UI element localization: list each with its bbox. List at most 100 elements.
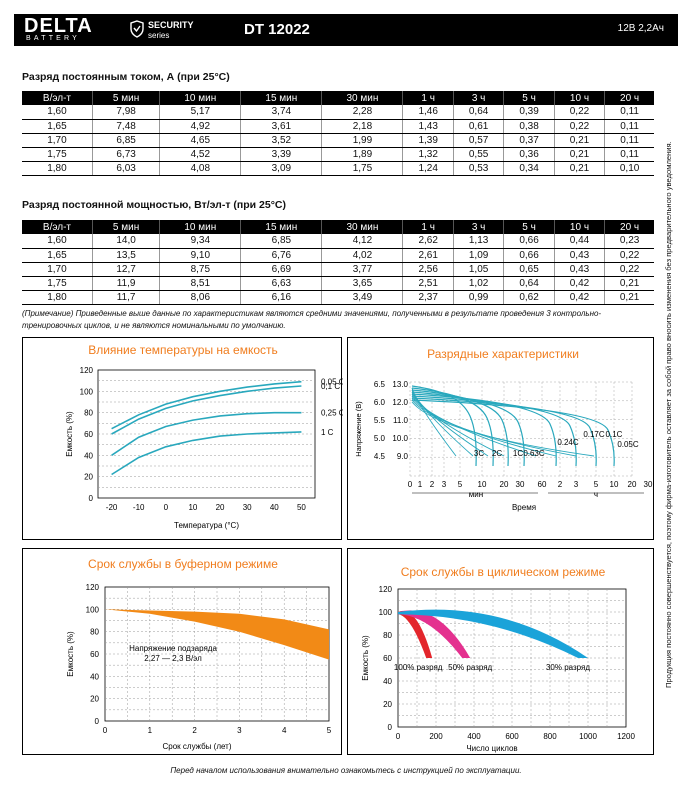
y-tick-label: 80 <box>84 409 93 418</box>
column-header: 15 мин <box>240 91 323 105</box>
y-tick-label: 0 <box>95 717 100 726</box>
battery-spec: 12В 2,2Ач <box>617 23 664 34</box>
table-cell: 0,66 <box>503 248 555 263</box>
column-header: 30 мин <box>321 91 404 105</box>
discharge-curve <box>411 399 577 457</box>
x-tick-label: 10 <box>610 480 619 489</box>
y-tick-label: 120 <box>80 366 94 375</box>
discharge-curve <box>411 391 525 467</box>
table-cell: 1,80 <box>22 161 93 176</box>
table-cell: 0,43 <box>554 262 606 277</box>
table-cell: 2,18 <box>321 119 404 134</box>
chart-discharge: Разрядные характеристики 6.5 6.0 5.5 5.0 4.5 1… <box>354 347 653 512</box>
chart-cycle-life: Срок службы в циклическом режиме 100% раз… <box>361 565 635 753</box>
x-tick-label: 3 <box>574 480 579 489</box>
chart-title: Срок службы в циклическом режиме <box>401 565 606 579</box>
table-cell: 4,08 <box>159 161 242 176</box>
x-tick-label: 20 <box>500 480 509 489</box>
table-cell: 0,21 <box>604 276 654 291</box>
y-tick-label: 120 <box>379 585 393 594</box>
annotation: 2,27 — 2,3 В/эл <box>144 654 202 663</box>
table-cell: 0,65 <box>503 262 555 277</box>
curve-label: 2C <box>492 449 502 458</box>
curve-label: 0.63C <box>523 449 545 458</box>
table-cell: 0,37 <box>503 133 555 148</box>
column-header: 10 мин <box>159 220 242 234</box>
table-cell: 4,65 <box>159 133 242 148</box>
column-header: 10 ч <box>554 91 606 105</box>
curve-label: 0.05C <box>617 440 639 449</box>
table-cell: 1,80 <box>22 290 93 305</box>
table-cell: 2,51 <box>402 276 454 291</box>
x-tick-label: 1000 <box>579 732 597 741</box>
table-cell: 0,11 <box>604 105 654 120</box>
table-cell: 2,62 <box>402 234 454 249</box>
chart-discharge-panel: Разрядные характеристики 6.5 6.0 5.5 5.0 4.5 1… <box>347 337 654 540</box>
x-tick-label: 2 <box>430 480 435 489</box>
table-cell: 7,48 <box>92 119 161 134</box>
x-tick-label: 1 <box>148 726 153 735</box>
unit-label-h: ч <box>594 490 598 499</box>
table-cell: 0,42 <box>554 290 606 305</box>
x-tick-label: 0 <box>164 503 169 512</box>
table-cell: 1,60 <box>22 105 93 120</box>
footer-note: Перед началом использования внимательно … <box>170 766 522 775</box>
table-cell: 1,39 <box>402 133 454 148</box>
table-cell: 2,37 <box>402 290 454 305</box>
y-tick-label: 120 <box>86 583 100 592</box>
x-tick-label: 5 <box>594 480 599 489</box>
y-axis-label: Емкость (%) <box>66 631 75 677</box>
table-cell: 1,60 <box>22 234 93 249</box>
table-cell: 0,23 <box>604 234 654 249</box>
table-cell: 0,21 <box>554 161 606 176</box>
y-tick-label: 6.0 <box>374 398 386 407</box>
table-cell: 1,65 <box>22 119 93 134</box>
series-label: 0,25 С <box>321 409 343 418</box>
table-cell: 3,74 <box>240 105 323 120</box>
series-line <box>111 431 302 476</box>
table-cell: 4,02 <box>321 248 404 263</box>
x-tick-label: 2 <box>558 480 563 489</box>
table-cell: 5,17 <box>159 105 242 120</box>
y-tick-label: 100 <box>86 605 100 614</box>
table-cell: 1,32 <box>402 147 454 162</box>
table-cell: 8,51 <box>159 276 242 291</box>
x-tick-label: 10 <box>188 503 197 512</box>
table-power-title: Разряд постоянной мощностью, Вт/эл-т (пр… <box>22 199 286 211</box>
x-tick-label: 5 <box>458 480 463 489</box>
table-cell: 1,02 <box>453 276 505 291</box>
table-cell: 0,11 <box>604 133 654 148</box>
curve-label: 0.24C <box>557 438 579 447</box>
table-cell: 0,53 <box>453 161 505 176</box>
discharge-curve <box>411 395 577 467</box>
curve-label: 0.1C <box>606 430 623 439</box>
x-tick-label: 10 <box>478 480 487 489</box>
y-axis-label: Емкость (%) <box>65 411 74 457</box>
x-tick-label: 800 <box>543 732 557 741</box>
series-label: 50% разряд <box>448 663 492 672</box>
table-cell: 6,69 <box>240 262 323 277</box>
column-header: В/эл-т <box>22 220 93 234</box>
table-cell: 9,10 <box>159 248 242 263</box>
table-cell: 0,22 <box>604 262 654 277</box>
x-axis-label: Срок службы (лет) <box>163 742 232 751</box>
table-cell: 0,99 <box>453 290 505 305</box>
table-cell: 1,75 <box>22 147 93 162</box>
y-tick-label: 60 <box>90 650 99 659</box>
column-header: 10 ч <box>554 220 606 234</box>
table-cell: 0,39 <box>503 105 555 120</box>
table-cell: 11,9 <box>92 276 161 291</box>
table-cell: 3,61 <box>240 119 323 134</box>
table-row: 1,65 7,48 4,92 3,61 2,18 1,43 0,61 0,38 0,22 0,11 <box>22 119 654 134</box>
y-tick-label-inner: 11.0 <box>393 416 409 425</box>
y-tick-label: 40 <box>84 451 93 460</box>
y-tick-label: 20 <box>383 700 392 709</box>
y-tick-label: 100 <box>80 387 94 396</box>
x-tick-label: -20 <box>106 503 118 512</box>
table-cell: 6,63 <box>240 276 323 291</box>
y-tick-label: 4.5 <box>374 452 386 461</box>
y-tick-label: 20 <box>90 695 99 704</box>
table-cell: 0,36 <box>503 147 555 162</box>
